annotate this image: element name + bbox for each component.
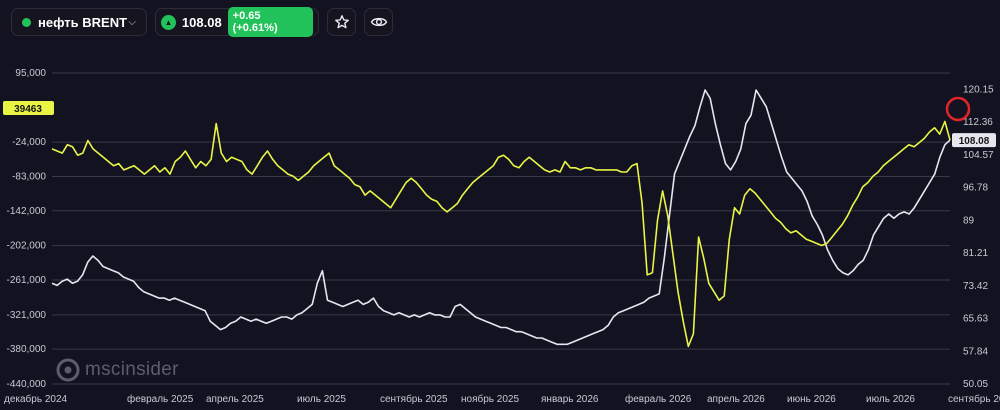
- watch-button[interactable]: [364, 8, 393, 36]
- watermark-logo-icon: [56, 358, 80, 382]
- right-axis-tick: 89: [963, 215, 975, 226]
- left-axis-tick: 95,000: [15, 68, 46, 79]
- x-axis-tick: январь 2026: [541, 394, 599, 405]
- market-open-dot-icon: [22, 17, 31, 27]
- left-axis-tick: -380,000: [7, 344, 47, 355]
- right-axis-tick: 104.57: [963, 150, 994, 161]
- right-axis-tick: 112.36: [963, 117, 993, 128]
- highlight-circle: [945, 96, 971, 122]
- x-axis-tick: июль 2026: [866, 394, 915, 405]
- chart-toolbar: нефть BRENT ⌵ ▲ 108.08 +0.65 (+0.61%): [11, 7, 393, 38]
- watermark: mscinsider: [56, 358, 179, 382]
- x-axis-tick: ноябрь 2025: [461, 393, 519, 405]
- x-axis-tick: февраль 2026: [625, 393, 692, 405]
- left-axis-tick: -261,000: [7, 275, 47, 286]
- left-axis-tick: -440,000: [7, 379, 47, 390]
- x-axis-tick: июль 2025: [297, 394, 346, 405]
- chart-series: [51, 89, 951, 348]
- x-axis-tick: апрель 2026: [707, 394, 765, 405]
- price-change-badge: +0.65 (+0.61%): [227, 7, 313, 37]
- chevron-down-icon[interactable]: ⌵: [128, 16, 136, 28]
- up-triangle-icon: ▲: [161, 14, 176, 30]
- right-axis-tick: 50.05: [963, 379, 988, 390]
- watermark-text: mscinsider: [85, 359, 179, 380]
- x-axis-tick: сентябрь 2026: [948, 393, 1000, 405]
- left-axis-tick: -24,000: [12, 137, 46, 148]
- series-line-1: [51, 89, 951, 346]
- right-current-value: 108.08: [959, 136, 990, 147]
- right-axis-tick: 81.21: [963, 248, 988, 259]
- eye-icon: [370, 17, 387, 27]
- right-axis-tick: 65.63: [963, 314, 988, 325]
- current-price: 108.08: [181, 14, 222, 30]
- right-axis-tick: 96.78: [963, 183, 988, 194]
- price-display: ▲ 108.08 +0.65 (+0.61%): [155, 7, 319, 37]
- x-axis: декабрь 2024 февраль 2025 апрель 2025 июль …: [4, 393, 1000, 405]
- star-icon: [334, 15, 349, 29]
- chart-overlays: 39463 108.08: [3, 96, 996, 148]
- symbol-selector-left: нефть BRENT: [22, 15, 127, 30]
- series-line-2: [51, 120, 951, 348]
- left-axis-tick: -83,000: [12, 171, 46, 182]
- left-axis: 95,000 -24,000 -83,000 -142,000 -202,000 -261…: [7, 68, 47, 390]
- symbol-selector[interactable]: нефть BRENT ⌵: [11, 8, 147, 36]
- left-axis-tick: -202,000: [7, 241, 47, 252]
- right-axis: 120.15 112.36 104.57 96.78 89 81.21 73.42 65.63…: [963, 84, 994, 390]
- x-axis-tick: февраль 2025: [127, 393, 194, 405]
- x-axis-tick: апрель 2025: [206, 394, 264, 405]
- x-axis-tick: декабрь 2024: [4, 393, 68, 405]
- left-current-value: 39463: [14, 104, 42, 115]
- favorite-button[interactable]: [327, 8, 356, 36]
- right-axis-tick: 73.42: [963, 281, 988, 292]
- right-axis-tick: 120.15: [963, 84, 994, 95]
- symbol-name: нефть BRENT: [38, 14, 128, 30]
- right-axis-tick: 57.84: [963, 346, 988, 357]
- left-axis-tick: -321,000: [7, 310, 47, 321]
- chart-grid: [52, 72, 950, 385]
- left-current-badge: [3, 101, 54, 115]
- x-axis-tick: июнь 2026: [787, 394, 836, 405]
- left-axis-tick: -142,000: [7, 206, 47, 217]
- right-current-badge: [952, 133, 996, 148]
- x-axis-tick: сентябрь 2025: [380, 393, 448, 405]
